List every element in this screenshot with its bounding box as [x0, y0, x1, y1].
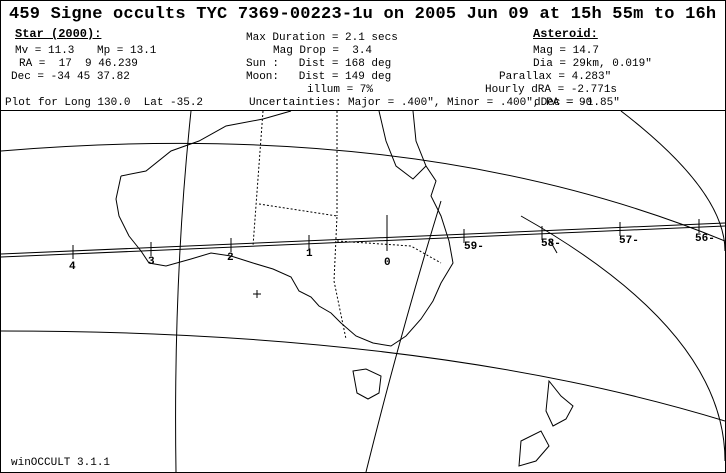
tasmania: [352, 368, 382, 400]
australia-coastline: [115, 110, 454, 347]
earth-limb-arc-upper: [1, 142, 725, 242]
star-heading: Star (2000):: [15, 27, 102, 41]
path-centre-line-upper: [1, 222, 725, 255]
cape-york: [378, 110, 427, 180]
meridian-left: [175, 110, 192, 472]
path-label-59: 59-: [464, 241, 484, 253]
star-mp: Mp = 13.1: [97, 45, 157, 57]
plot-location: Plot for Long 130.0 Lat -35.2: [5, 97, 204, 109]
header-divider: [1, 110, 725, 111]
path-label-57: 57-: [619, 235, 639, 247]
path-label-0: 0: [384, 257, 391, 269]
star-dec: Dec = -34 45 37.82: [11, 71, 130, 83]
state-border-nsw: [333, 280, 347, 340]
event-title: 459 Signe occults TYC 7369-00223-1u on 2…: [9, 5, 726, 24]
earth-limb-arc-lower: [520, 215, 725, 462]
new-zealand-north: [545, 379, 574, 427]
state-border-vic: [336, 240, 442, 264]
uncertainties: Uncertainties: Major = .400", Minor = .4…: [249, 97, 593, 109]
path-label-4: 4: [69, 261, 76, 273]
meridian-right: [365, 200, 442, 472]
state-border-wa: [252, 110, 264, 247]
app-version: winOCCULT 3.1.1: [11, 457, 111, 469]
asteroid-dia: Dia = 29km, 0.019": [533, 58, 652, 70]
new-zealand-south: [518, 430, 550, 467]
moon-dist: Moon: Dist = 149 deg: [246, 71, 392, 83]
path-label-58: 58-: [541, 238, 561, 250]
asteroid-hourly-dra: Hourly dRA = -2.771s: [485, 84, 618, 96]
star-ra: RA = 17 9 46.239: [19, 58, 138, 70]
path-centre-line-lower: [1, 225, 725, 258]
graticule-arc-bottom: [1, 330, 725, 422]
path-label-2: 2: [227, 252, 234, 264]
path-label-1: 1: [306, 248, 313, 260]
mag-drop: Mag Drop = 3.4: [273, 45, 373, 57]
asteroid-parallax: Parallax = 4.283": [499, 71, 612, 83]
graticule-arc-outer: [620, 110, 725, 252]
path-label-56: 56-: [695, 233, 715, 245]
max-duration: Max Duration = 2.1 secs: [246, 32, 398, 44]
asteroid-hourly-ddec: dDec = -1.85": [534, 97, 620, 109]
asteroid-mag: Mag = 14.7: [533, 45, 600, 57]
star-mv: Mv = 11.3: [15, 45, 75, 57]
sun-dist: Sun : Dist = 168 deg: [246, 58, 392, 70]
moon-illum: illum = 7%: [307, 84, 374, 96]
asteroid-heading: Asteroid:: [533, 27, 598, 41]
new-caledonia: [548, 238, 558, 254]
path-label-3: 3: [148, 256, 155, 268]
